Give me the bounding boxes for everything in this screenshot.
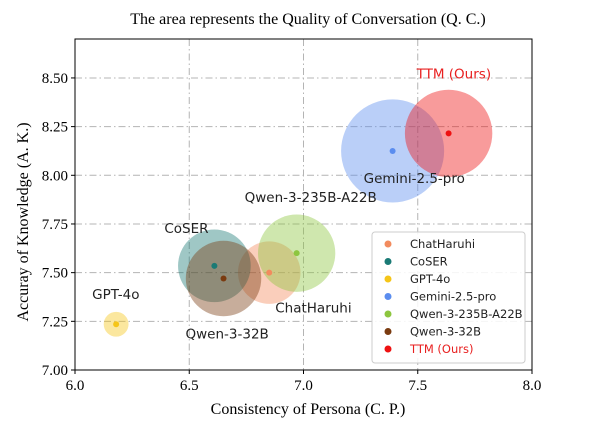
bubble-label: Gemini-2.5-pro [364,171,465,187]
legend-label: Qwen-3-32B [410,325,481,339]
bubble-center [113,321,119,327]
y-tick-label: 7.25 [42,314,68,330]
bubble-label: Qwen-3-235B-A22B [245,190,377,206]
bubble-label: Qwen-3-32B [186,326,269,342]
x-tick-label: 6.5 [180,378,199,394]
bubble-center [211,263,217,269]
legend-label: Gemini-2.5-pro [410,290,496,304]
x-axis-label: Consistency of Persona (C. P.) [211,401,406,418]
x-tick-label: 7.0 [294,378,313,394]
legend: ChatHaruhi CoSER GPT-4o Gemini-2.5-pro Qwen-… [372,232,525,363]
legend-marker [385,311,392,318]
bubble-center [266,270,272,276]
bubble-label: TTM (Ours) [416,66,492,82]
x-tick-label: 8.0 [523,378,542,394]
y-tick-label: 8.00 [42,168,68,184]
legend-marker [385,276,392,283]
y-tick-label: 7.00 [42,363,68,379]
y-tick-label: 8.50 [42,71,68,87]
chart-title: The area represents the Quality of Conve… [130,11,485,28]
legend-marker [385,293,392,300]
bubble-label: CoSER [164,221,208,237]
legend-label: ChatHaruhi [410,237,475,251]
legend-marker [385,241,392,248]
legend-label: Qwen-3-235B-A22B [410,307,523,321]
y-tick-label: 7.50 [42,266,68,282]
legend-label: CoSER [410,255,448,269]
legend-marker [385,328,392,335]
y-tick-label: 7.75 [42,217,68,233]
legend-marker [385,346,392,353]
bubble-center [390,148,396,154]
y-tick-label: 8.25 [42,120,68,136]
legend-label: GPT-4o [410,272,450,286]
legend-marker [385,258,392,265]
bubble-center [294,250,300,256]
bubble-label: ChatHaruhi [275,301,351,317]
x-tick-label: 7.5 [408,378,427,394]
y-axis-label: Accuray of Knowledge (A. K.) [15,122,32,321]
bubble-label: GPT-4o [92,287,139,303]
x-tick-label: 6.0 [66,378,85,394]
legend-label: TTM (Ours) [409,342,473,356]
bubble-center [446,130,452,136]
bubble-center [221,275,227,281]
